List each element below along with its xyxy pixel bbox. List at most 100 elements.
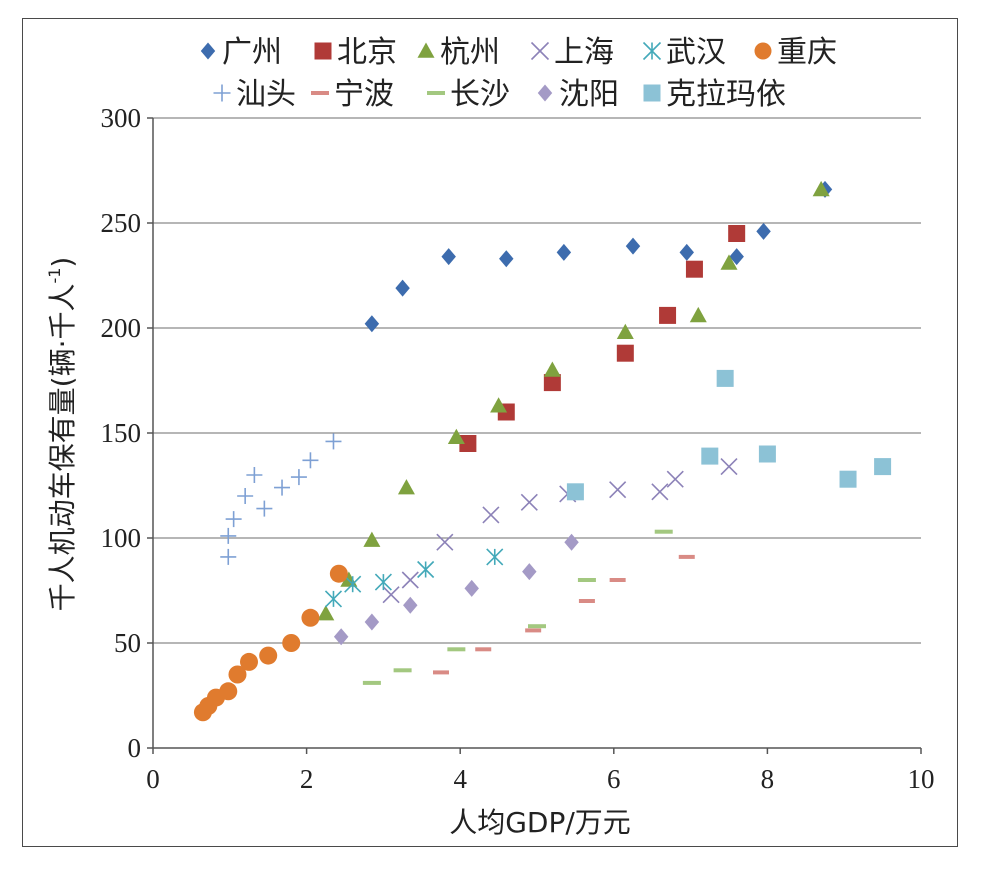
legend-item-2: 杭州 <box>417 35 500 70</box>
point-9-3 <box>464 579 479 597</box>
point-4-0 <box>324 590 343 608</box>
y-axis-title: 千人机动车保有量(辆·千人-1) <box>45 257 79 612</box>
series-5 <box>193 564 348 722</box>
point-2-3 <box>397 479 415 495</box>
point-6-2 <box>225 511 242 528</box>
legend-item-4: 武汉 <box>642 35 726 70</box>
x-tick-label-4: 4 <box>453 764 467 794</box>
point-8-5 <box>654 529 673 534</box>
point-9-1 <box>364 613 380 631</box>
x-axis-title: 人均GDP/万元 <box>449 806 631 839</box>
legend-item-7: 宁波 <box>311 77 394 112</box>
point-5-5 <box>240 652 258 671</box>
point-3-6 <box>609 481 627 499</box>
point-8-1 <box>393 668 412 673</box>
point-2-5 <box>490 397 508 413</box>
x-tick-label-8: 8 <box>761 764 775 794</box>
point-6-5 <box>256 500 273 517</box>
legend-marker-6 <box>213 84 231 102</box>
point-9-0 <box>333 628 349 646</box>
y-tick-label-300: 300 <box>101 103 142 133</box>
point-7-0 <box>433 670 449 675</box>
point-3-0 <box>382 586 400 604</box>
series-9 <box>333 533 579 646</box>
point-3-2 <box>436 533 454 551</box>
legend-item-8: 长沙 <box>427 77 510 112</box>
legend-marker-4 <box>642 41 662 61</box>
point-2-9 <box>720 254 738 270</box>
series-3 <box>382 458 738 604</box>
legend-label-2: 杭州 <box>440 35 500 70</box>
point-2-8 <box>689 306 707 323</box>
point-10-2 <box>716 369 734 387</box>
point-10-0 <box>566 483 584 501</box>
point-5-3 <box>219 682 238 701</box>
point-6-1 <box>220 527 237 544</box>
legend-marker-2 <box>417 42 435 58</box>
point-1-4 <box>659 306 677 324</box>
legend-label-1: 北京 <box>337 35 397 70</box>
legend-item-6: 汕头 <box>213 77 296 112</box>
point-6-4 <box>246 467 263 483</box>
point-4-1 <box>344 575 362 593</box>
point-0-0 <box>364 315 380 333</box>
legend-label-6: 汕头 <box>236 77 296 112</box>
point-7-3 <box>578 599 595 603</box>
legend-label-4: 武汉 <box>666 35 726 70</box>
series-7 <box>433 554 695 675</box>
y-tick-label-50: 50 <box>114 628 141 658</box>
point-3-9 <box>720 458 738 476</box>
point-6-9 <box>325 433 342 450</box>
point-2-10 <box>812 180 830 197</box>
legend-marker-3 <box>530 41 550 61</box>
legend-item-3: 上海 <box>530 35 614 70</box>
point-0-1 <box>395 279 410 297</box>
y-axis-title-main: 千人机动车保有量(辆·千人 <box>46 284 79 612</box>
gridlines <box>153 117 921 644</box>
legend-label-0: 广州 <box>222 35 282 70</box>
legend-marker-5 <box>754 42 772 60</box>
point-1-6 <box>728 225 746 242</box>
point-6-6 <box>274 479 291 496</box>
series-6 <box>220 433 342 565</box>
point-3-4 <box>520 493 538 511</box>
series-1 <box>459 225 746 452</box>
series-8 <box>362 529 673 685</box>
legend-marker-1 <box>314 42 332 60</box>
legend-marker-9 <box>537 84 553 102</box>
legend-label-3: 上海 <box>554 35 614 70</box>
point-8-3 <box>528 624 546 629</box>
y-axis-title-sup: -1 <box>45 268 64 284</box>
point-3-7 <box>651 483 669 501</box>
y-tick-label-0: 0 <box>128 733 142 763</box>
y-tick-label-100: 100 <box>101 523 142 553</box>
point-7-5 <box>678 554 695 559</box>
point-5-8 <box>301 608 320 627</box>
point-0-4 <box>556 243 572 261</box>
point-4-2 <box>374 573 392 591</box>
point-1-5 <box>685 260 703 278</box>
point-9-2 <box>403 596 418 614</box>
x-tick-label-0: 0 <box>146 764 160 794</box>
point-0-3 <box>499 250 514 268</box>
legend-item-0: 广州 <box>200 35 282 70</box>
point-9-4 <box>522 563 537 581</box>
point-5-7 <box>282 634 301 652</box>
x-tick-label-2: 2 <box>300 764 314 794</box>
series-2 <box>317 180 830 621</box>
y-axis-title-close: ) <box>46 257 79 268</box>
y-tick-label-200: 200 <box>101 313 142 343</box>
chart-frame <box>22 18 958 847</box>
point-5-6 <box>259 646 278 665</box>
legend-label-10: 克拉玛依 <box>666 77 786 112</box>
point-5-4 <box>228 665 247 684</box>
point-10-4 <box>839 470 857 488</box>
point-3-3 <box>482 506 500 524</box>
point-1-0 <box>459 435 477 452</box>
legend-label-9: 沈阳 <box>559 77 619 112</box>
legend-marker-8 <box>427 91 445 95</box>
point-6-3 <box>237 488 254 504</box>
point-6-7 <box>290 469 307 486</box>
point-4-3 <box>417 560 435 579</box>
point-1-2 <box>543 374 561 392</box>
